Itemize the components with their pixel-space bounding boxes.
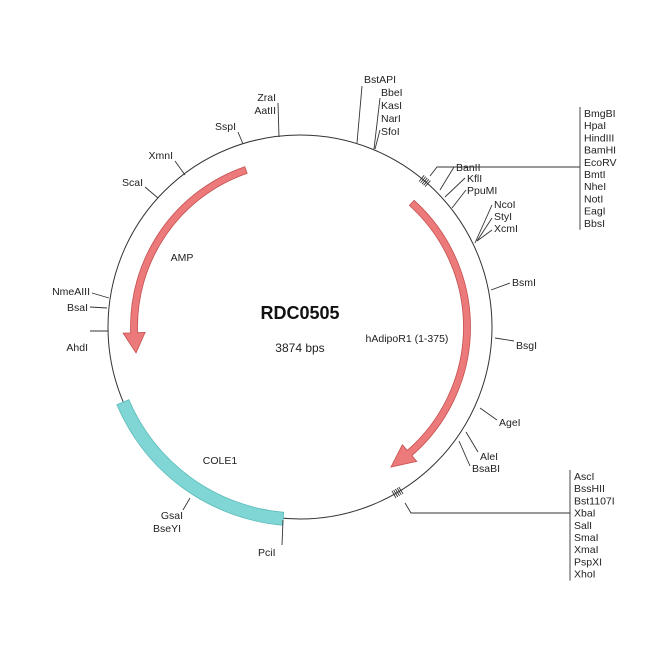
site-tick [439,166,455,191]
mcs-site-label: EcoRV [584,157,617,169]
mcs-site-label: HpaI [584,120,606,132]
site-label: SspI [215,121,236,133]
site-label: PpuMI [467,185,497,197]
site-label: BsaI [67,302,88,314]
site-tick [476,217,493,242]
site-label: AatII [254,105,276,117]
site-tick [277,102,280,138]
site-tick [476,229,493,242]
mcs2-marker [391,490,397,499]
mcs1-marker [418,175,425,182]
feature-label-amp: AMP [171,252,194,264]
site-tick [465,431,479,453]
mcs-site-label: AscI [574,471,594,483]
site-tick [374,129,381,150]
site-tick [474,204,493,244]
site-label: BsaBI [472,463,500,475]
site-tick [494,337,515,342]
site-label: NmeAIII [52,286,90,298]
mcs-site-label: EagI [584,206,606,218]
site-tick [444,177,466,198]
mcs1-marker [421,177,428,185]
feature-label-ori: COLE1 [203,455,238,467]
site-label: BanII [456,162,481,174]
mcs2-marker [398,486,404,494]
site-label: XcmI [494,223,518,235]
mcs1-marker [423,179,430,186]
mcs-site-label: SmaI [574,532,599,544]
mcs-site-label: NheI [584,181,606,193]
site-label: BsgI [516,340,537,352]
mcs2-marker [395,488,400,497]
site-label: AgeI [499,417,521,429]
mcs1-marker [420,176,427,184]
site-tick [451,189,467,209]
feature-band-cole1[interactable] [116,399,285,526]
mcs1-marker [424,180,431,187]
mcs1-label-group: BmgBIHpaIHindIIIBamHIEcoRVBmtINheINotIEa… [429,107,617,230]
site-label: AleI [480,451,498,463]
plasmid-backbone [107,134,493,520]
site-label: BseYI [153,523,181,535]
site-label: ScaI [122,177,143,189]
site-tick [174,160,186,176]
plasmid-name: RDC0505 [260,303,339,323]
site-label: KasI [381,100,402,112]
site-tick [458,440,471,467]
site-label: StyI [494,211,512,223]
site-label: GsaI [161,510,183,522]
mcs-site-label: NotI [584,193,603,205]
mcs-site-label: BamHI [584,145,616,157]
mcs-site-label: BmgBI [584,108,616,120]
site-tick [490,282,511,291]
site-label: NcoI [494,199,516,211]
mcs-leader-line [404,502,570,514]
site-label: KflI [467,173,482,185]
feature-label-insert: hAdipoR1 (1-375) [366,333,449,345]
mcs-site-label: Bst1107I [574,495,615,507]
site-label: BsmI [512,277,536,289]
mcs-site-label: BbsI [584,218,605,230]
site-label: SfoI [381,126,400,138]
site-tick [182,497,191,511]
mcs-site-label: HindIII [584,132,614,144]
mcs2-marker [396,487,402,496]
site-tick [89,306,108,309]
mcs-leader-line [429,166,580,177]
site-label: PciI [258,547,276,559]
mcs-site-label: XbaI [574,508,596,520]
site-tick [281,519,284,546]
site-tick [479,407,498,421]
feature-arrow-amp[interactable] [122,166,248,354]
site-label: XmnI [148,150,173,162]
site-tick [373,97,381,150]
plasmid-size: 3874 bps [275,341,324,355]
mcs2-label-group: AscIBssHIIBst1107IXbaISalISmaIXmaIPspXIX… [404,470,615,581]
site-label: BbeI [381,87,403,99]
site-label: NarI [381,113,401,125]
mcs-site-label: PspXI [574,556,602,568]
mcs-site-label: BmtI [584,169,606,181]
mcs-site-label: SalI [574,520,592,532]
site-tick [91,292,110,299]
site-tick [356,85,363,144]
mcs-site-label: XhoI [574,569,596,581]
site-label: BstAPI [364,74,396,86]
mcs-site-label: XmaI [574,544,599,556]
feature-arrow-insert[interactable] [390,199,471,468]
site-label: AhdI [66,342,88,354]
mcs2-marker [393,489,399,498]
site-tick [144,186,159,199]
site-label: ZraI [257,92,276,104]
mcs-site-label: BssHII [574,483,605,495]
site-tick [237,131,244,145]
